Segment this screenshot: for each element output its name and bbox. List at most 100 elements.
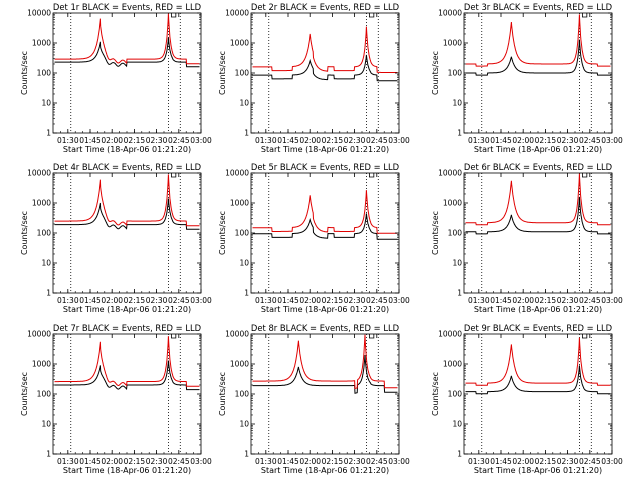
- x-tick-label: 03:00: [601, 296, 623, 305]
- detector-panel-1: Det 1r BLACK = Events, RED = LLD 1 10 100 10…: [20, 2, 212, 154]
- x-tick-label: 02:00: [512, 457, 534, 466]
- x-tick-label: 01:30: [255, 457, 277, 466]
- x-tick-label: 02:45: [168, 296, 190, 305]
- x-tick-label: 02:45: [579, 296, 601, 305]
- x-tick-label: 01:45: [490, 457, 512, 466]
- detector-panel-2: Det 2r BLACK = Events, RED = LLD 1 10 100 10…: [218, 2, 410, 154]
- y-tick-label: 100: [235, 229, 250, 238]
- x-tick-label: 01:45: [490, 136, 512, 145]
- y-tick-label: 10: [41, 99, 51, 108]
- panel-title: Det 5r BLACK = Events, RED = LLD: [251, 162, 399, 172]
- x-tick-label: 02:30: [557, 457, 579, 466]
- series-lld-line: [252, 190, 398, 234]
- y-axis-label: Counts/sec: [431, 211, 440, 255]
- y-tick-label: 10000: [438, 330, 462, 339]
- y-tick-label: 1000: [230, 39, 249, 48]
- time-marker: [171, 13, 177, 18]
- y-tick-label: 10: [41, 259, 51, 268]
- x-tick-label: 02:45: [168, 457, 190, 466]
- time-marker: [582, 13, 588, 18]
- plot-frame: [250, 12, 400, 134]
- time-marker: [369, 173, 375, 178]
- x-axis-label: Start Time (18-Apr-06 01:21:20): [63, 145, 191, 154]
- panel-title: Det 7r BLACK = Events, RED = LLD: [53, 323, 201, 333]
- y-tick-label: 10: [41, 420, 51, 429]
- detector-panel-3: Det 3r BLACK = Events, RED = LLD 1 10 100 10…: [431, 2, 623, 154]
- y-tick-label: 1: [457, 289, 462, 298]
- x-axis-label: Start Time (18-Apr-06 01:21:20): [474, 145, 602, 154]
- x-tick-label: 01:45: [277, 457, 299, 466]
- plot-frame: [250, 333, 400, 455]
- x-axis-label: Start Time (18-Apr-06 01:21:20): [261, 466, 389, 475]
- x-tick-label: 01:45: [277, 296, 299, 305]
- y-tick-label: 10000: [27, 169, 51, 178]
- x-tick-label: 02:00: [299, 457, 321, 466]
- y-axis-label: Counts/sec: [20, 372, 29, 416]
- series-lld-line: [465, 337, 611, 386]
- y-axis-label: Counts/sec: [20, 51, 29, 95]
- y-tick-label: 1: [244, 450, 249, 459]
- y-axis-label: Counts/sec: [431, 372, 440, 416]
- y-tick-label: 1000: [230, 199, 249, 208]
- y-tick-label: 1000: [32, 39, 51, 48]
- panel-title: Det 8r BLACK = Events, RED = LLD: [251, 323, 399, 333]
- plot-frame: [463, 172, 613, 294]
- y-axis-label: Counts/sec: [218, 372, 227, 416]
- y-tick-label: 10: [239, 259, 249, 268]
- y-tick-label: 10000: [438, 9, 462, 18]
- panel-title: Det 4r BLACK = Events, RED = LLD: [53, 162, 201, 172]
- y-tick-label: 1000: [32, 199, 51, 208]
- y-tick-label: 1000: [230, 360, 249, 369]
- x-tick-label: 02:30: [344, 296, 366, 305]
- x-tick-label: 01:30: [57, 296, 79, 305]
- series-lld-line: [465, 173, 611, 226]
- x-tick-label: 02:15: [124, 296, 146, 305]
- y-tick-label: 10: [452, 420, 462, 429]
- x-tick-label: 03:00: [190, 136, 212, 145]
- x-tick-label: 02:15: [322, 457, 344, 466]
- panel-title: Det 6r BLACK = Events, RED = LLD: [464, 162, 612, 172]
- time-marker: [171, 334, 177, 339]
- detector-panel-8: Det 8r BLACK = Events, RED = LLD 1 10 100 10…: [218, 323, 410, 475]
- y-axis-label: Counts/sec: [20, 211, 29, 255]
- x-tick-label: 01:45: [490, 296, 512, 305]
- y-tick-label: 100: [235, 390, 250, 399]
- x-tick-label: 01:45: [277, 136, 299, 145]
- x-tick-label: 01:45: [79, 136, 101, 145]
- x-tick-label: 02:30: [146, 457, 168, 466]
- y-axis-label: Counts/sec: [431, 51, 440, 95]
- y-tick-label: 1000: [32, 360, 51, 369]
- series-events-line: [252, 354, 398, 394]
- x-tick-label: 03:00: [601, 136, 623, 145]
- y-tick-label: 10: [452, 99, 462, 108]
- y-tick-label: 100: [37, 69, 52, 78]
- series-events-line: [252, 213, 398, 240]
- y-tick-label: 100: [37, 229, 52, 238]
- panel-title: Det 9r BLACK = Events, RED = LLD: [464, 323, 612, 333]
- y-tick-label: 1000: [443, 199, 462, 208]
- y-tick-label: 10000: [27, 330, 51, 339]
- panel-title: Det 3r BLACK = Events, RED = LLD: [464, 2, 612, 12]
- x-tick-label: 01:30: [468, 457, 490, 466]
- y-tick-label: 10000: [438, 169, 462, 178]
- x-tick-label: 01:30: [57, 457, 79, 466]
- y-tick-label: 10000: [225, 9, 249, 18]
- x-axis-label: Start Time (18-Apr-06 01:21:20): [63, 305, 191, 314]
- x-tick-label: 02:00: [299, 296, 321, 305]
- x-tick-label: 02:45: [579, 136, 601, 145]
- y-tick-label: 1: [46, 129, 51, 138]
- x-axis-label: Start Time (18-Apr-06 01:21:20): [261, 145, 389, 154]
- y-tick-label: 1000: [443, 360, 462, 369]
- series-lld-line: [54, 174, 200, 227]
- plot-frame: [52, 172, 202, 294]
- x-tick-label: 01:30: [468, 136, 490, 145]
- x-tick-label: 03:00: [388, 296, 410, 305]
- x-tick-label: 02:45: [168, 136, 190, 145]
- y-tick-label: 1: [457, 129, 462, 138]
- y-tick-label: 1: [46, 289, 51, 298]
- y-tick-label: 100: [448, 229, 463, 238]
- time-marker: [369, 13, 375, 18]
- panel-title: Det 1r BLACK = Events, RED = LLD: [53, 2, 201, 12]
- x-tick-label: 01:30: [57, 136, 79, 145]
